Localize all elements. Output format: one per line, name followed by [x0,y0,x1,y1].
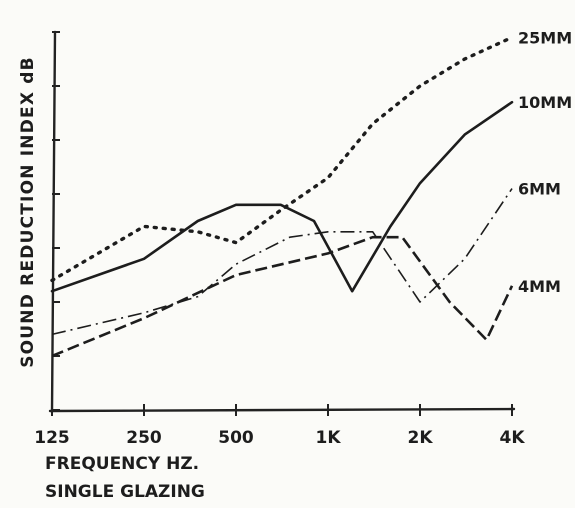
series-line-25mm [50,35,514,283]
data-point-6mm [51,334,53,336]
y-axis-line [50,30,57,414]
series-label-10mm: 10MM [518,93,572,112]
data-point-25mm [419,85,421,87]
data-point-10mm [143,258,145,260]
data-point-10mm [197,220,199,222]
x-tick-label: 2K [407,428,433,448]
data-point-10mm [511,101,513,103]
data-point-10mm [390,226,392,228]
data-point-4mm [511,285,513,287]
data-point-25mm [143,226,145,228]
series-line-10mm [50,100,514,293]
data-point-4mm [402,236,404,238]
data-point-4mm [372,236,374,238]
x-tick-label: 125 [34,428,70,448]
data-point-10mm [419,182,421,184]
data-point-25mm [464,58,466,60]
data-point-25mm [327,177,329,179]
data-point-25mm [51,280,53,282]
data-point-6mm [372,231,374,233]
data-point-6mm [289,236,291,238]
data-point-4mm [51,355,53,357]
series-label-25mm: 25MM [518,28,572,47]
data-point-4mm [327,253,329,255]
data-point-10mm [313,220,315,222]
data-point-6mm [511,188,513,190]
data-point-10mm [464,134,466,136]
data-point-4mm [143,317,145,319]
x-tick-label: 1K [315,428,341,448]
series-line-6mm [51,188,513,336]
data-point-25mm [235,242,237,244]
series-line-4mm [51,235,514,358]
data-point-10mm [280,204,282,206]
x-tick-label: 4K [499,428,525,448]
data-point-25mm [197,231,199,233]
data-point-10mm [351,290,353,292]
data-point-6mm [235,263,237,265]
data-point-4mm [486,339,488,341]
data-point-6mm [197,296,199,298]
data-point-4mm [449,301,451,303]
data-point-4mm [235,274,237,276]
data-point-25mm [372,123,374,125]
data-point-10mm [51,290,53,292]
data-point-25mm [511,37,513,39]
x-axis-title: FREQUENCY HZ. [45,454,199,474]
x-axis-line [48,407,516,413]
data-point-6mm [464,258,466,260]
data-point-25mm [280,209,282,211]
series-label-6mm: 6MM [518,180,561,199]
series-label-4mm: 4MM [518,277,561,296]
data-point-6mm [143,312,145,314]
data-point-6mm [419,301,421,303]
chart-subtitle: SINGLE GLAZING [45,482,205,502]
y-axis-title: SOUND REDUCTION INDEX dB [18,56,38,368]
x-tick-label: 250 [126,428,162,448]
data-point-10mm [235,204,237,206]
x-tick-label: 500 [218,428,254,448]
data-point-6mm [327,231,329,233]
